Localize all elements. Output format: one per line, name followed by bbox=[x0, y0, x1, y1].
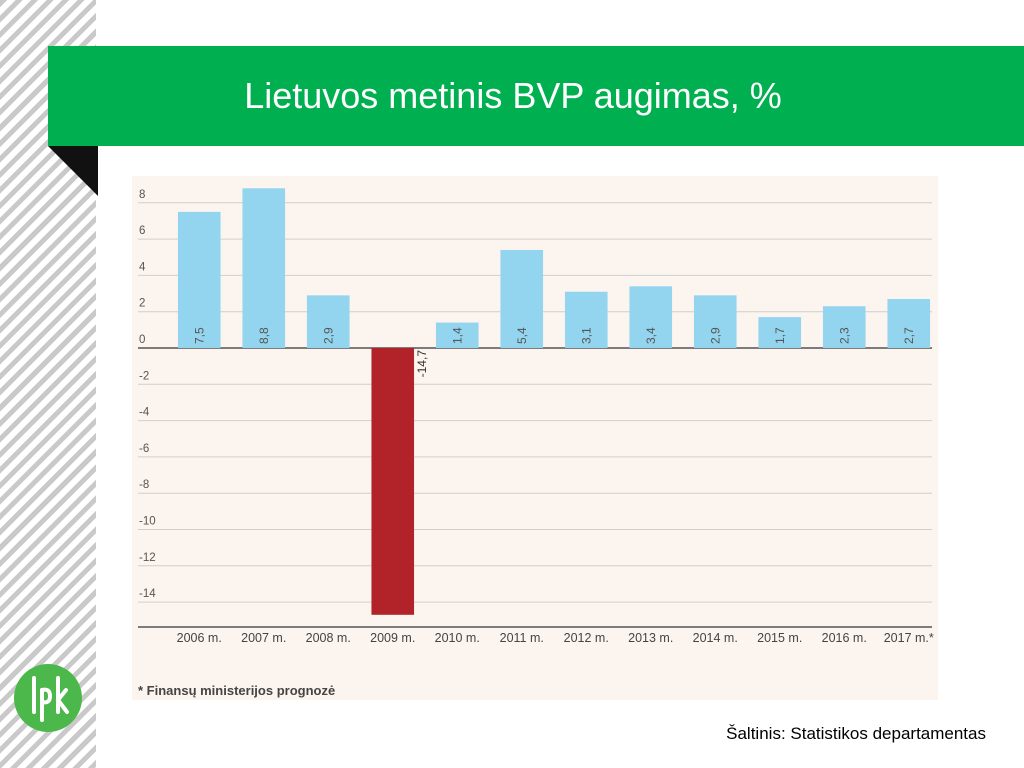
bar bbox=[693, 295, 737, 348]
bar bbox=[242, 188, 286, 348]
y-tick-label: 8 bbox=[139, 189, 145, 201]
y-tick-label: -6 bbox=[139, 443, 149, 455]
value-label: 2,7 bbox=[902, 327, 916, 344]
y-tick-label: 2 bbox=[139, 298, 145, 310]
bar bbox=[371, 348, 415, 615]
x-tick-label: 2011 m. bbox=[500, 631, 544, 645]
value-label: 1,4 bbox=[450, 327, 464, 344]
x-tick-label: 2015 m. bbox=[757, 631, 802, 645]
value-label: -14,7 bbox=[415, 350, 429, 378]
value-label: 3,4 bbox=[644, 327, 658, 344]
x-tick-label: 2010 m. bbox=[435, 631, 480, 645]
y-tick-label: 6 bbox=[139, 225, 145, 237]
bar bbox=[758, 317, 802, 348]
x-tick-label: 2006 m. bbox=[177, 631, 222, 645]
y-tick-label: -4 bbox=[139, 407, 150, 419]
y-tick-label: -14 bbox=[139, 588, 156, 600]
x-tick-label: 2008 m. bbox=[306, 631, 351, 645]
bar bbox=[435, 322, 479, 348]
bar bbox=[887, 298, 931, 348]
bar bbox=[564, 291, 608, 348]
x-tick-label: 2017 m.* bbox=[884, 631, 934, 645]
y-tick-label: 4 bbox=[139, 261, 146, 273]
value-label: 5,4 bbox=[515, 327, 529, 344]
y-tick-label: -8 bbox=[139, 479, 149, 491]
bar bbox=[306, 295, 350, 348]
x-tick-label: 2009 m. bbox=[370, 631, 415, 645]
value-label: 8,8 bbox=[257, 327, 271, 344]
lpk-logo-icon bbox=[14, 664, 82, 732]
bar bbox=[822, 306, 866, 348]
value-label: 2,9 bbox=[321, 327, 335, 344]
x-tick-label: 2007 m. bbox=[241, 631, 286, 645]
value-label: 2,9 bbox=[708, 327, 722, 344]
source-caption: Šaltinis: Statistikos departamentas bbox=[726, 724, 986, 743]
x-tick-label: 2014 m. bbox=[693, 631, 738, 645]
y-tick-label: -2 bbox=[139, 370, 149, 382]
slide-title: Lietuvos metinis BVP augimas, % bbox=[244, 75, 782, 116]
bar bbox=[500, 249, 544, 348]
x-tick-label: 2012 m. bbox=[564, 631, 609, 645]
y-tick-label: -12 bbox=[139, 552, 156, 564]
x-tick-label: 2016 m. bbox=[822, 631, 867, 645]
bar bbox=[629, 286, 673, 348]
value-label: 1,7 bbox=[773, 327, 787, 344]
value-label: 7,5 bbox=[192, 327, 206, 344]
bar-chart: 8 6 4 2 0 -2 -4 -6 -8 -10 -12 -14 7,5 2006 m. 8,8 2007 … bbox=[138, 188, 934, 645]
bar bbox=[177, 211, 221, 348]
value-label: 2,3 bbox=[837, 327, 851, 344]
y-tick-label: -10 bbox=[139, 516, 156, 528]
value-label: 3,1 bbox=[579, 327, 593, 344]
chart-footnote: * Finansų ministerijos prognozė bbox=[138, 683, 336, 698]
chart-panel: 8 6 4 2 0 -2 -4 -6 -8 -10 -12 -14 7,5 2006 m. 8,8 2007 … bbox=[132, 176, 938, 700]
x-tick-label: 2013 m. bbox=[628, 631, 673, 645]
title-bar bbox=[48, 46, 1024, 146]
y-tick-label: 0 bbox=[139, 334, 145, 346]
